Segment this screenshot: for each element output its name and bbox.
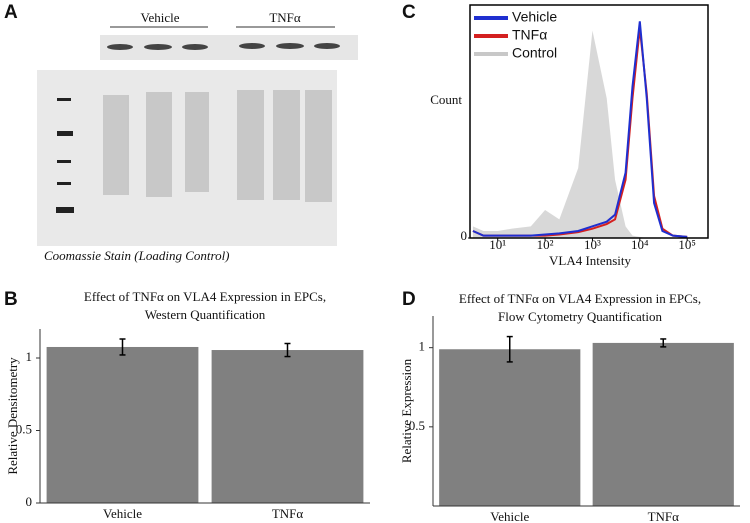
gel: Vehicle TNFα Coomassie Stain (Loading Co…	[37, 10, 358, 263]
error-bar	[119, 338, 126, 356]
panel-label: B	[4, 289, 18, 310]
x-tick-label: 10¹	[489, 237, 506, 252]
gel-lanes	[103, 90, 332, 202]
y-tick-label: 0.5	[409, 418, 425, 433]
y-axis-label: Relative Densitometry	[5, 357, 20, 475]
x-tick-label: TNFα	[272, 506, 304, 521]
y-tick-label: 0	[461, 228, 468, 243]
panel-label: A	[4, 2, 18, 23]
group-label: TNFα	[269, 10, 301, 25]
y-tick-label: 1	[419, 339, 426, 354]
error-bar	[506, 335, 513, 363]
x-tick-label: 10²	[537, 237, 554, 252]
legend-label: Control	[512, 45, 557, 61]
blot-strip	[100, 35, 358, 60]
panel-label: C	[402, 2, 416, 23]
y-axis-label: Relative Expression	[399, 358, 414, 463]
x-tick-label: 10³	[584, 237, 601, 252]
legend-label: TNFα	[512, 27, 547, 43]
chart-title: Western Quantification	[145, 307, 266, 322]
chart-title: Effect of TNFα on VLA4 Expression in EPC…	[84, 289, 326, 304]
ladder	[56, 98, 74, 213]
panel-label: D	[402, 289, 416, 310]
bar	[211, 350, 364, 503]
bar	[439, 349, 581, 506]
bar	[46, 346, 199, 503]
chart-title: Effect of TNFα on VLA4 Expression in EPC…	[459, 291, 701, 306]
error-bar	[660, 338, 667, 348]
chart-title: Flow Cytometry Quantification	[498, 309, 662, 324]
x-tick-label: TNFα	[648, 509, 680, 523]
blot-bands	[107, 43, 340, 50]
legend-label: Vehicle	[512, 9, 557, 25]
x-tick-label: 10⁴	[631, 237, 649, 252]
x-tick-label: 10⁵	[678, 237, 696, 252]
group-label: Vehicle	[141, 10, 180, 25]
error-bar	[284, 342, 291, 358]
y-tick-label: 0.5	[16, 421, 32, 436]
x-axis-label: VLA4 Intensity	[549, 253, 631, 268]
y-tick-label: 1	[26, 349, 33, 364]
bar	[592, 342, 734, 506]
area	[472, 30, 688, 238]
y-axis-label: Count	[430, 92, 462, 107]
gel-caption: Coomassie Stain (Loading Control)	[44, 248, 230, 263]
x-tick-label: Vehicle	[490, 509, 529, 523]
x-tick-label: Vehicle	[103, 506, 142, 521]
plot-frame	[469, 4, 709, 239]
y-tick-label: 0	[26, 494, 33, 509]
line	[472, 21, 688, 238]
